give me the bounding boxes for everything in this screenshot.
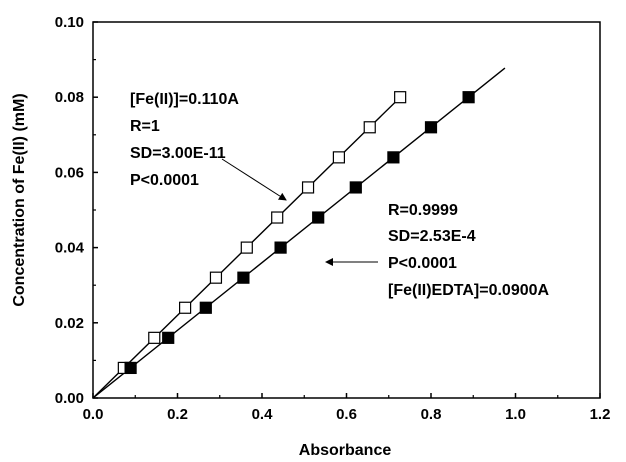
y-tick-label: 0.00: [55, 390, 84, 407]
x-tick-label: 1.0: [505, 406, 526, 423]
filled-square-point: [424, 121, 438, 134]
y-tick-label: 0.06: [55, 164, 84, 181]
y-tick-label: 0.02: [55, 315, 84, 332]
open-square-point: [301, 181, 315, 194]
annotation-open-line-2: R=1: [130, 118, 160, 135]
ticks: 0.0 0.2 0.4 0.6 0.8 1.0 1.2 0.00 0.02 0.04 0.06 0.0…: [55, 14, 611, 423]
open-square-point: [332, 151, 345, 164]
filled-square-point: [237, 271, 250, 284]
open-square-point: [148, 331, 161, 344]
x-tick-label: 1.2: [590, 406, 611, 423]
y-tick-label: 0.08: [55, 89, 84, 106]
open-square-point: [271, 211, 284, 224]
x-tick-label: 0.4: [252, 406, 274, 423]
annotation-open-line-1: [Fe(II)]=0.110A: [130, 91, 239, 108]
x-axis-title: Absorbance: [299, 442, 392, 459]
x-tick-label: 0.6: [336, 406, 357, 423]
filled-square-point: [199, 301, 212, 314]
annotation-filled-line-1: R=0.9999: [388, 202, 458, 219]
annotation-filled-series: R=0.9999 SD=2.53E-4 P<0.0001 [Fe(II)EDTA…: [388, 202, 550, 299]
open-square-point: [179, 301, 192, 314]
annotation-filled-line-4: [Fe(II)EDTA]=0.0900A: [388, 282, 550, 299]
y-axis-title: Concentration of Fe(II) (mM): [11, 93, 28, 306]
x-tick-label: 0.2: [167, 406, 188, 423]
open-square-point: [209, 271, 223, 284]
filled-square-point: [124, 361, 137, 375]
annotation-filled-line-2: SD=2.53E-4: [388, 228, 476, 245]
filled-square-point: [312, 211, 325, 224]
annotation-open-line-4: P<0.0001: [130, 172, 199, 189]
annotation-open-line-3: SD=3.00E-11: [130, 145, 226, 162]
annotation-filled-line-3: P<0.0001: [388, 255, 457, 272]
annotation-open-series: [Fe(II)]=0.110A R=1 SD=3.00E-11 P<0.0001: [130, 91, 239, 189]
filled-square-point: [162, 331, 175, 344]
filled-square-point: [462, 91, 475, 104]
annotation-arrow-open: [221, 158, 287, 201]
open-square-point: [240, 241, 253, 254]
x-tick-label: 0.8: [421, 406, 442, 423]
open-square-point: [363, 121, 376, 134]
y-tick-label: 0.04: [55, 240, 85, 257]
x-tick-label: 0.0: [83, 406, 104, 423]
filled-square-point: [387, 151, 400, 164]
data-markers: [117, 91, 475, 375]
open-square-point: [394, 91, 407, 104]
y-tick-label: 0.10: [55, 14, 84, 31]
filled-square-point: [349, 181, 362, 194]
filled-square-point: [274, 241, 287, 254]
